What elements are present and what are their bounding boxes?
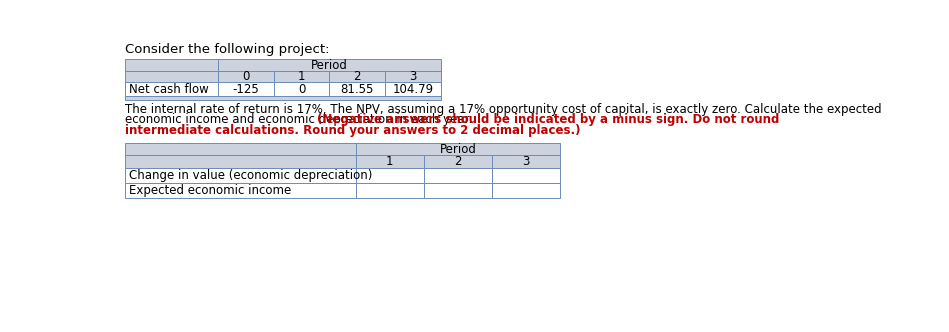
Text: 1: 1 [386, 155, 394, 168]
Bar [329, 71, 385, 82]
Bar [273, 82, 329, 96]
Bar [125, 155, 356, 168]
Text: 104.79: 104.79 [393, 83, 434, 96]
Bar [125, 143, 356, 155]
Text: 3: 3 [523, 155, 530, 168]
Bar [385, 82, 441, 96]
Bar [356, 155, 424, 168]
Bar [356, 143, 560, 155]
Bar [273, 71, 329, 82]
Bar [356, 183, 424, 199]
Text: Period: Period [311, 59, 348, 72]
Text: Consider the following project:: Consider the following project: [125, 42, 329, 55]
Text: 2: 2 [354, 70, 361, 83]
Bar [385, 71, 441, 82]
Text: Period: Period [439, 143, 476, 156]
Bar [125, 168, 356, 183]
Text: 2: 2 [455, 155, 462, 168]
Text: Net cash flow: Net cash flow [129, 83, 209, 96]
Bar [125, 183, 356, 199]
Text: The internal rate of return is 17%. The NPV, assuming a 17% opportunity cost of : The internal rate of return is 17%. The … [125, 103, 882, 116]
Text: 1: 1 [298, 70, 306, 83]
Bar [424, 183, 493, 199]
Bar [125, 82, 218, 96]
Text: (Negative answers should be indicated by a minus sign. Do not round: (Negative answers should be indicated by… [317, 114, 779, 126]
Text: 0: 0 [242, 70, 250, 83]
Text: 81.55: 81.55 [341, 83, 374, 96]
Bar [125, 96, 441, 100]
Bar [218, 59, 441, 71]
Bar [493, 168, 560, 183]
Bar [424, 155, 493, 168]
Text: Expected economic income: Expected economic income [129, 184, 291, 197]
Bar [329, 82, 385, 96]
Bar [218, 82, 273, 96]
Text: Change in value (economic depreciation): Change in value (economic depreciation) [129, 169, 373, 182]
Text: economic income and economic depreciation in each year.: economic income and economic depreciatio… [125, 114, 475, 126]
Text: intermediate calculations. Round your answers to 2 decimal places.): intermediate calculations. Round your an… [125, 124, 581, 137]
Bar [493, 155, 560, 168]
Bar [218, 71, 273, 82]
Bar [424, 168, 493, 183]
Text: -125: -125 [233, 83, 259, 96]
Bar [125, 71, 218, 82]
Bar [493, 183, 560, 199]
Text: 3: 3 [409, 70, 417, 83]
Bar [356, 168, 424, 183]
Text: 0: 0 [298, 83, 306, 96]
Bar [125, 59, 218, 71]
